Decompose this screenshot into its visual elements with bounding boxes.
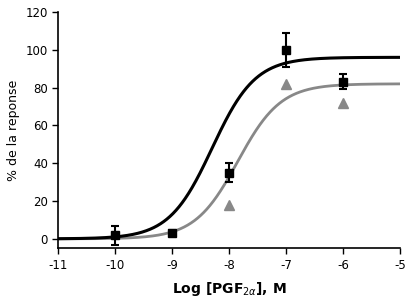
Y-axis label: % de la reponse: % de la reponse xyxy=(7,80,20,181)
X-axis label: Log [PGF$_{2\alpha}$], M: Log [PGF$_{2\alpha}$], M xyxy=(172,280,287,298)
